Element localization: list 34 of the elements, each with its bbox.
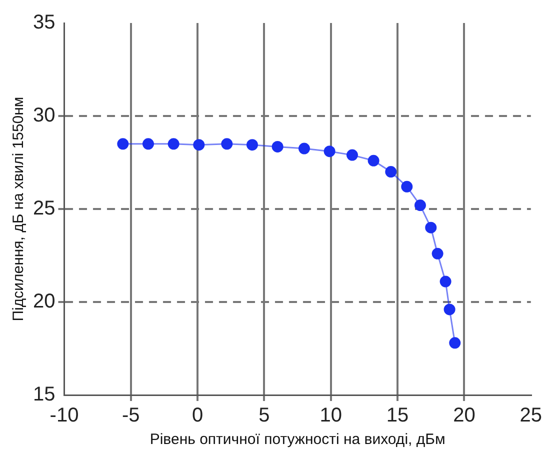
point	[193, 139, 205, 151]
y-tick-label: 30	[32, 104, 56, 127]
point	[401, 180, 413, 192]
y-tick-label: 15	[32, 384, 56, 406]
y-tick-label: 20	[32, 290, 56, 313]
x-tick-label: 25	[520, 404, 542, 427]
point	[385, 166, 397, 178]
point	[298, 142, 310, 154]
x-axis-title: Рівень оптичної потужності на виході, дБм	[150, 431, 446, 448]
point	[168, 138, 180, 150]
point	[221, 138, 233, 150]
x-tick-label: -5	[122, 404, 140, 427]
x-tick-label: 15	[386, 404, 409, 427]
x-tick-label: 10	[320, 404, 342, 427]
point	[368, 154, 380, 166]
point	[425, 222, 437, 234]
x-tick-label: -10	[50, 404, 79, 427]
x-tick-label: 5	[258, 404, 270, 427]
point	[142, 138, 154, 150]
point	[346, 149, 358, 161]
x-tick-label: 0	[192, 404, 204, 427]
point	[246, 139, 258, 151]
point	[449, 337, 461, 349]
point	[432, 248, 444, 260]
point	[440, 276, 452, 288]
x-tick-label: 20	[453, 404, 476, 427]
point	[414, 200, 426, 212]
y-axis-title: Підсилення, дБ на хвилі 1550нм	[10, 96, 28, 322]
point	[117, 138, 129, 150]
point	[324, 146, 336, 158]
point	[272, 140, 284, 152]
y-tick-label: 25	[32, 198, 56, 220]
y-tick-label: 35	[32, 12, 56, 34]
point	[444, 304, 456, 316]
